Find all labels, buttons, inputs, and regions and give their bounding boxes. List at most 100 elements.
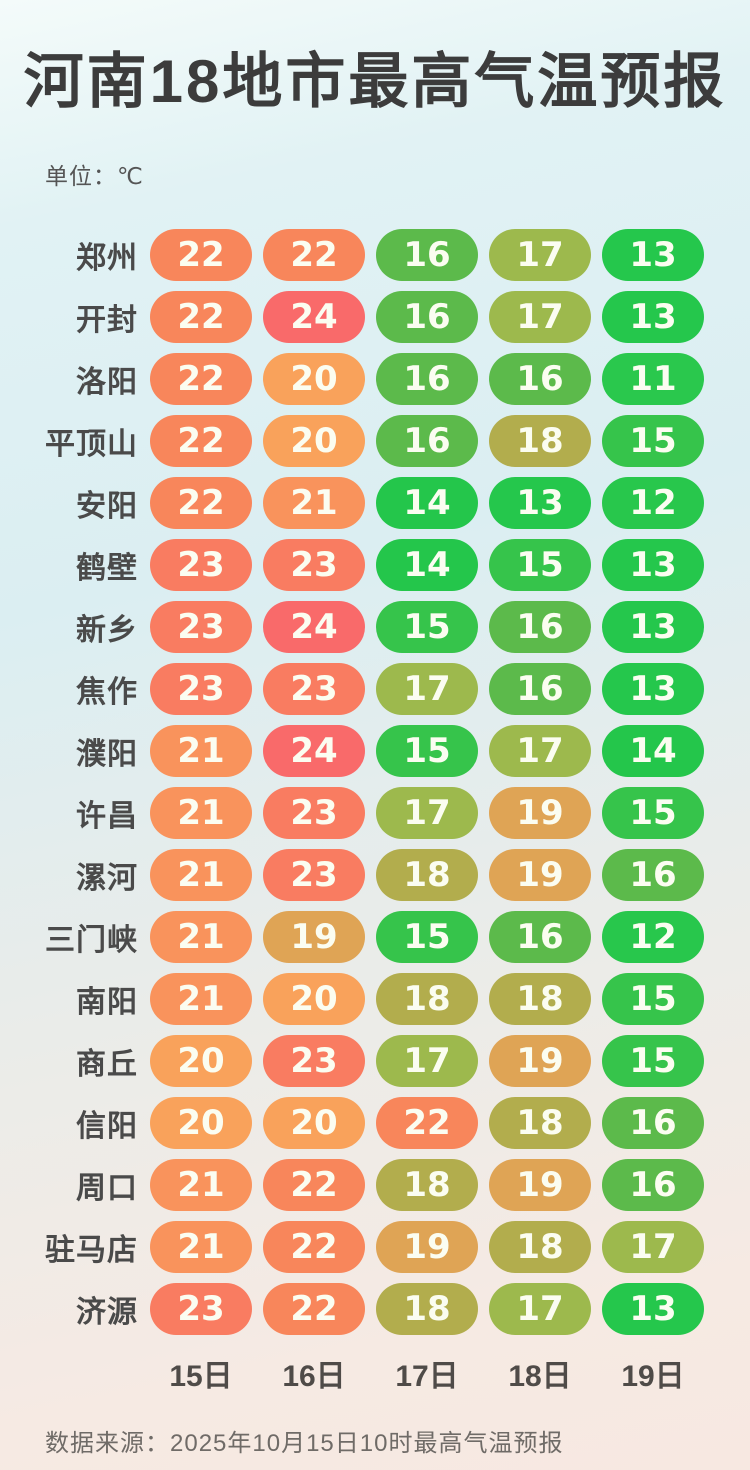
temp-cell: 23 [263, 663, 365, 715]
temp-cell: 23 [263, 539, 365, 591]
temp-cell: 17 [376, 663, 478, 715]
temp-cell: 16 [376, 415, 478, 467]
temp-cell: 20 [263, 1097, 365, 1149]
temp-cell: 23 [263, 787, 365, 839]
temp-cell: 16 [489, 353, 591, 405]
table-row: 三门峡 21 19 15 16 12 [0, 911, 750, 963]
temp-cell: 20 [263, 415, 365, 467]
temp-cell: 13 [602, 1283, 704, 1335]
temp-cell: 22 [263, 1221, 365, 1273]
temp-cell: 22 [150, 415, 252, 467]
temp-cell: 13 [602, 291, 704, 343]
temp-cell: 22 [263, 229, 365, 281]
temp-cell: 18 [376, 849, 478, 901]
temp-cell: 20 [150, 1035, 252, 1087]
city-name: 焦作 [76, 676, 138, 709]
temp-cell: 13 [602, 229, 704, 281]
temp-cell: 14 [602, 725, 704, 777]
temp-cell: 19 [489, 849, 591, 901]
temp-cell: 22 [150, 477, 252, 529]
temp-cell: 15 [489, 539, 591, 591]
temp-cell: 17 [602, 1221, 704, 1273]
date-label: 18日 [508, 1360, 572, 1393]
date-axis: 15日 16日 17日 18日 19日 [150, 1351, 750, 1395]
temp-cell: 13 [602, 539, 704, 591]
temp-cell: 22 [150, 291, 252, 343]
city-name: 郑州 [76, 242, 138, 275]
temp-cell: 18 [376, 1283, 478, 1335]
temp-cell: 15 [376, 601, 478, 653]
page-title: 河南18地市最高气温预报 [23, 48, 727, 115]
table-row: 洛阳 22 20 16 16 11 [0, 353, 750, 405]
temp-cell: 14 [376, 477, 478, 529]
temp-cell: 16 [489, 663, 591, 715]
temp-cell: 17 [376, 1035, 478, 1087]
temp-cell: 17 [489, 1283, 591, 1335]
temp-cell: 24 [263, 291, 365, 343]
temp-cell: 12 [602, 911, 704, 963]
temp-cell: 21 [263, 477, 365, 529]
temp-cell: 24 [263, 601, 365, 653]
city-name: 南阳 [76, 986, 138, 1019]
temp-cell: 20 [263, 973, 365, 1025]
date-label: 17日 [395, 1360, 459, 1393]
temp-cell: 13 [602, 601, 704, 653]
temp-cell: 21 [150, 911, 252, 963]
table-row: 商丘 20 23 17 19 15 [0, 1035, 750, 1087]
city-name: 平顶山 [45, 428, 138, 461]
table-row: 焦作 23 23 17 16 13 [0, 663, 750, 715]
temp-cell: 22 [263, 1283, 365, 1335]
table-row: 驻马店 21 22 19 18 17 [0, 1221, 750, 1273]
table-row: 济源 23 22 18 17 13 [0, 1283, 750, 1335]
temp-cell: 21 [150, 849, 252, 901]
date-label: 16日 [282, 1360, 346, 1393]
table-row: 南阳 21 20 18 18 15 [0, 973, 750, 1025]
temp-cell: 15 [376, 911, 478, 963]
temp-cell: 19 [263, 911, 365, 963]
city-name: 济源 [76, 1296, 138, 1329]
table-row: 濮阳 21 24 15 17 14 [0, 725, 750, 777]
temp-cell: 17 [489, 725, 591, 777]
temp-cell: 18 [489, 1097, 591, 1149]
temp-cell: 21 [150, 1221, 252, 1273]
table-row: 安阳 22 21 14 13 12 [0, 477, 750, 529]
temp-cell: 21 [150, 1159, 252, 1211]
temp-cell: 18 [489, 973, 591, 1025]
temp-cell: 16 [489, 601, 591, 653]
temp-cell: 22 [150, 353, 252, 405]
temp-cell: 23 [150, 601, 252, 653]
temp-cell: 20 [150, 1097, 252, 1149]
city-name: 漯河 [76, 862, 138, 895]
table-row: 许昌 21 23 17 19 15 [0, 787, 750, 839]
temp-cell: 13 [602, 663, 704, 715]
data-source: 数据来源：2025年10月15日10时最高气温预报 [45, 1430, 564, 1457]
temp-cell: 23 [263, 1035, 365, 1087]
temp-cell: 18 [489, 415, 591, 467]
temp-cell: 16 [602, 849, 704, 901]
unit-label: 单位：℃ [45, 163, 144, 189]
date-label: 19日 [621, 1360, 685, 1393]
temp-cell: 23 [150, 539, 252, 591]
temp-cell: 21 [150, 787, 252, 839]
temp-cell: 15 [602, 787, 704, 839]
temp-cell: 23 [150, 1283, 252, 1335]
city-name: 周口 [76, 1172, 138, 1205]
temp-cell: 18 [376, 973, 478, 1025]
city-name: 许昌 [76, 800, 138, 833]
temp-cell: 16 [489, 911, 591, 963]
city-name: 三门峡 [45, 924, 138, 957]
temp-cell: 17 [489, 291, 591, 343]
temp-cell: 15 [602, 1035, 704, 1087]
city-name: 安阳 [76, 490, 138, 523]
table-row: 周口 21 22 18 19 16 [0, 1159, 750, 1211]
temp-cell: 18 [489, 1221, 591, 1273]
temp-cell: 16 [602, 1159, 704, 1211]
table-row: 平顶山 22 20 16 18 15 [0, 415, 750, 467]
temp-cell: 20 [263, 353, 365, 405]
temp-cell: 22 [150, 229, 252, 281]
temp-cell: 15 [602, 415, 704, 467]
temp-cell: 15 [602, 973, 704, 1025]
temp-cell: 22 [263, 1159, 365, 1211]
city-name: 驻马店 [45, 1234, 138, 1267]
temp-cell: 14 [376, 539, 478, 591]
